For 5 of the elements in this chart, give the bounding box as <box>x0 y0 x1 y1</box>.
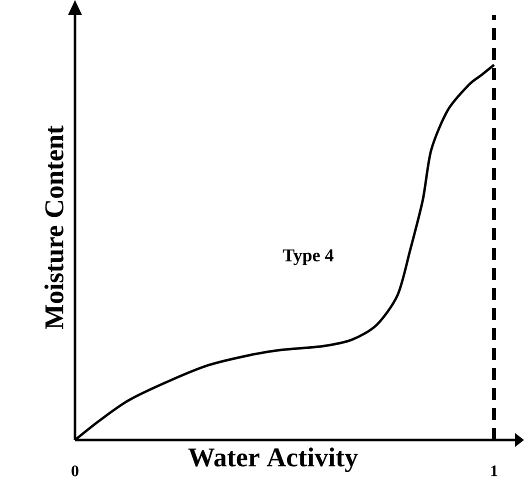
x-axis-title: Water Activity <box>188 448 358 472</box>
x-tick-label: 1 <box>491 466 498 476</box>
annotation: Type 4 <box>282 249 334 266</box>
y-axis-title: Moisture Content <box>44 126 64 330</box>
x-tick-label: 0 <box>72 466 78 476</box>
